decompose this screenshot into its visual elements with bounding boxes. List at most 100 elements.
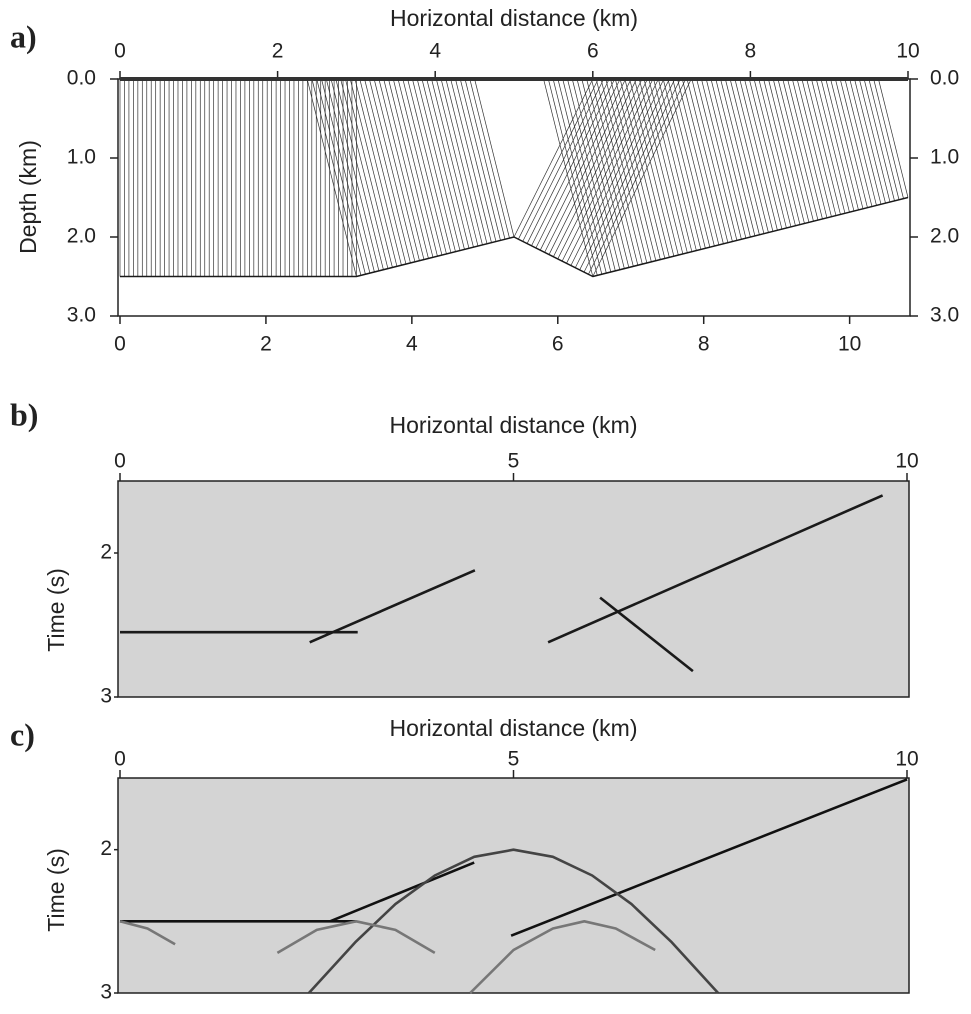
ray (748, 78, 787, 229)
ray (576, 78, 625, 269)
ray (330, 78, 380, 271)
ray (354, 78, 402, 266)
ray (557, 78, 607, 274)
ray (325, 78, 375, 273)
ray (588, 78, 687, 275)
y-tick-label: 3 (100, 685, 112, 708)
ray (402, 78, 447, 255)
ray (653, 78, 697, 251)
ray (349, 78, 398, 267)
ray (806, 78, 841, 215)
ray (459, 78, 501, 241)
y-tick-label: 2 (100, 541, 112, 564)
ray (440, 78, 483, 245)
ray (791, 78, 828, 218)
ray (570, 78, 665, 266)
ray (579, 78, 676, 271)
y-tick-label: 2 (100, 837, 112, 860)
ray (518, 78, 599, 240)
data-line (309, 569, 476, 644)
ray (535, 78, 621, 249)
ray (725, 78, 765, 234)
data-line (307, 848, 720, 994)
ray (710, 78, 751, 238)
panel-label: c) (10, 716, 35, 752)
ray (868, 78, 900, 200)
ray (450, 78, 492, 243)
ray (531, 78, 616, 246)
ray (345, 78, 393, 268)
x-tick-label: 5 (508, 450, 520, 473)
ray (658, 78, 702, 250)
ray (667, 78, 711, 248)
ray (686, 78, 729, 243)
y-axis-title: Time (s) (43, 568, 69, 651)
x-axis-title: Horizontal distance (km) (390, 715, 638, 741)
ray (844, 78, 877, 206)
ray (720, 78, 760, 235)
ray (610, 78, 657, 261)
ray (729, 78, 769, 233)
ray (306, 78, 357, 277)
data-line (119, 920, 176, 946)
y-tick-label: 3.0 (67, 304, 96, 327)
panel-label: b) (10, 396, 38, 432)
ray (696, 78, 738, 241)
y-tick-label-right: 2.0 (930, 225, 959, 248)
ray (388, 78, 434, 258)
data-line (469, 920, 656, 994)
plot-area (117, 78, 911, 317)
x2-tick-label: 4 (406, 333, 418, 356)
ray (455, 78, 497, 242)
ray (464, 78, 506, 240)
ray (619, 78, 666, 259)
ray (548, 78, 637, 255)
x-tick-label: 10 (895, 748, 918, 771)
ray (830, 78, 864, 209)
ray (705, 78, 747, 239)
ray (614, 78, 661, 260)
ray (677, 78, 720, 245)
ray (421, 78, 465, 250)
data-line (329, 861, 475, 923)
x2-tick-label: 2 (260, 333, 272, 356)
plot-area (117, 480, 910, 698)
y-tick-label-right: 1.0 (930, 146, 959, 169)
ray (378, 78, 425, 260)
data-line (120, 196, 909, 278)
ray (316, 78, 366, 275)
ray (782, 78, 819, 221)
ray (662, 78, 706, 249)
ray (835, 78, 868, 208)
x-tick-label: 0 (114, 748, 126, 771)
y-axis-title: Depth (km) (15, 140, 41, 254)
x-tick-label: 6 (587, 40, 599, 63)
ray (547, 78, 598, 276)
x2-tick-label: 6 (552, 333, 564, 356)
y-tick-label: 1.0 (67, 146, 96, 169)
x-axis-title: Horizontal distance (km) (390, 5, 638, 31)
ray (591, 78, 639, 266)
ray (648, 78, 693, 252)
ray (543, 78, 594, 277)
ray (574, 78, 670, 268)
ray (445, 78, 488, 244)
x2-tick-label: 10 (838, 333, 861, 356)
ray (858, 78, 891, 203)
ray (787, 78, 823, 220)
ray (825, 78, 859, 210)
ray (311, 78, 362, 276)
data-line (276, 920, 436, 955)
ray (407, 78, 452, 253)
ray (715, 78, 756, 236)
x-tick-label: 4 (429, 40, 441, 63)
ray (815, 78, 850, 213)
y-tick-label-right: 3.0 (930, 304, 959, 327)
ray (321, 78, 371, 274)
ray (592, 78, 692, 277)
ray (878, 78, 909, 198)
x-tick-label: 5 (508, 748, 520, 771)
x-tick-label: 2 (272, 40, 284, 63)
ray (600, 78, 648, 264)
ray (634, 78, 679, 256)
